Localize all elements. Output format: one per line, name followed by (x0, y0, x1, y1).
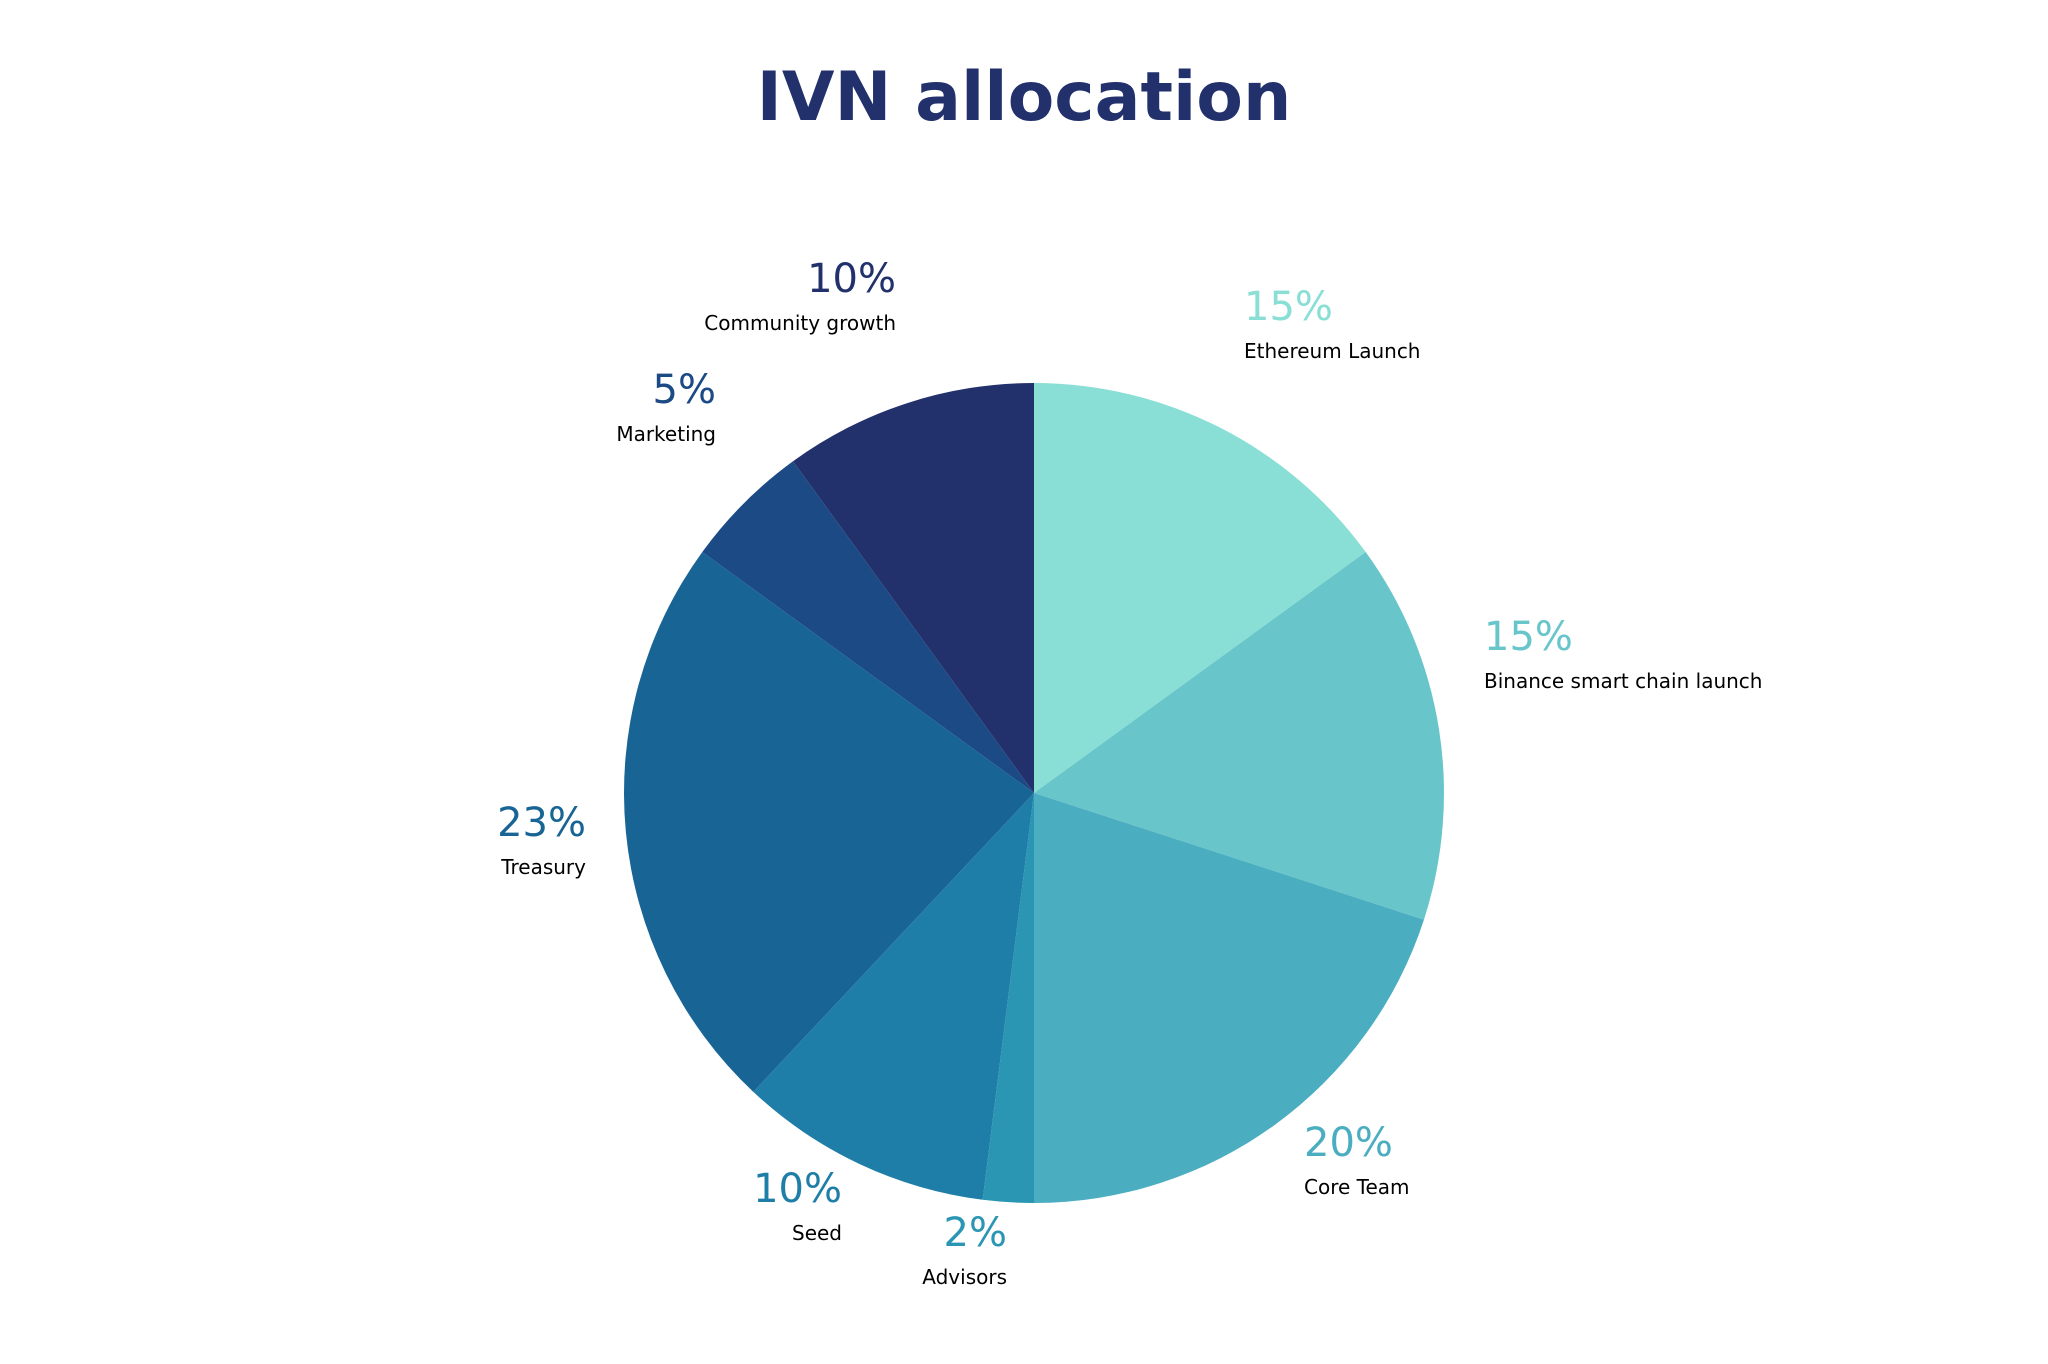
pie-slice-marketing (702, 461, 1034, 793)
pie-slice-binance-smart-chain-launch (1034, 552, 1444, 920)
slice-labels: 15% Ethereum Launch 15% Binance smart chain… (497, 256, 1762, 1289)
slice-percent-label: 23% (497, 800, 586, 846)
slice-percent-label: 5% (653, 367, 716, 413)
pie-slice-community-growth (793, 383, 1034, 793)
slice-percent-label: 10% (807, 256, 896, 302)
pie-slices (624, 383, 1444, 1203)
slice-name-label: Ethereum Launch (1244, 339, 1420, 363)
slice-name-label: Community growth (704, 311, 896, 335)
slice-name-label: Binance smart chain launch (1484, 669, 1762, 693)
pie-slice-advisors (982, 793, 1034, 1203)
slice-name-label: Treasury (500, 855, 586, 879)
slice-name-label: Core Team (1304, 1175, 1410, 1199)
slice-percent-label: 15% (1484, 614, 1573, 660)
slice-percent-label: 20% (1304, 1120, 1393, 1166)
slice-name-label: Advisors (922, 1265, 1007, 1289)
pie-slice-core-team (1034, 793, 1424, 1203)
slice-percent-label: 10% (753, 1166, 842, 1212)
slice-name-label: Marketing (616, 422, 716, 446)
pie-slice-treasury (624, 552, 1034, 1092)
pie-slice-ethereum-launch (1034, 383, 1366, 793)
slice-name-label: Seed (792, 1221, 842, 1245)
chart-title: IVN allocation (757, 58, 1292, 137)
pie-slice-seed (753, 793, 1034, 1200)
slice-percent-label: 2% (944, 1210, 1007, 1256)
slice-percent-label: 15% (1244, 284, 1333, 330)
